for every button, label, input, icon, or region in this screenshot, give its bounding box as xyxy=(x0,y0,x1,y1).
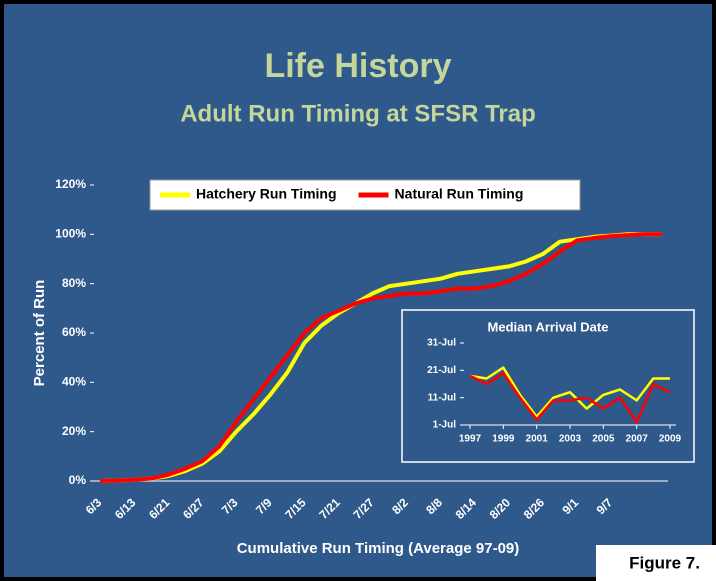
y-tick-label: 120% xyxy=(55,177,86,191)
y-tick-label: 1-Jul xyxy=(433,420,457,431)
legend xyxy=(149,179,581,211)
y-tick-label: 0% xyxy=(69,473,87,487)
y-tick-label: 21-Jul xyxy=(427,365,456,376)
x-tick-label: 2007 xyxy=(626,434,649,445)
y-tick-label: 11-Jul xyxy=(428,392,457,403)
y-tick-label: 20% xyxy=(62,424,86,438)
background xyxy=(4,4,712,577)
figure-label: Figure 7. xyxy=(629,553,700,572)
x-axis-label: Cumulative Run Timing (Average 97-09) xyxy=(237,540,520,557)
legend-label: Hatchery Run Timing xyxy=(196,186,337,202)
series-line xyxy=(99,232,662,483)
y-tick-label: 40% xyxy=(62,375,86,389)
y-tick-label: 60% xyxy=(62,325,86,339)
series-line xyxy=(469,371,671,424)
inset-title: Median Arrival Date xyxy=(488,319,609,334)
y-axis-label: Percent of Run xyxy=(31,280,48,387)
figure-label-box xyxy=(596,545,716,581)
x-tick-label: 2005 xyxy=(592,434,615,445)
x-tick-label: 2009 xyxy=(659,434,682,445)
y-tick-label: 80% xyxy=(62,276,86,290)
x-tick-label: 1997 xyxy=(459,434,482,445)
inset-frame xyxy=(401,309,695,463)
y-tick-label: 100% xyxy=(55,227,86,241)
series-line xyxy=(99,232,662,483)
y-tick-label: 31-Jul xyxy=(427,338,456,349)
series-line xyxy=(469,366,670,419)
legend-label: Natural Run Timing xyxy=(395,186,524,202)
x-tick-label: 2001 xyxy=(526,434,549,445)
subtitle: Adult Run Timing at SFSR Trap xyxy=(180,100,536,127)
x-tick-label: 1999 xyxy=(492,434,515,445)
x-tick-label: 2003 xyxy=(559,434,582,445)
title: Life History xyxy=(264,47,451,85)
